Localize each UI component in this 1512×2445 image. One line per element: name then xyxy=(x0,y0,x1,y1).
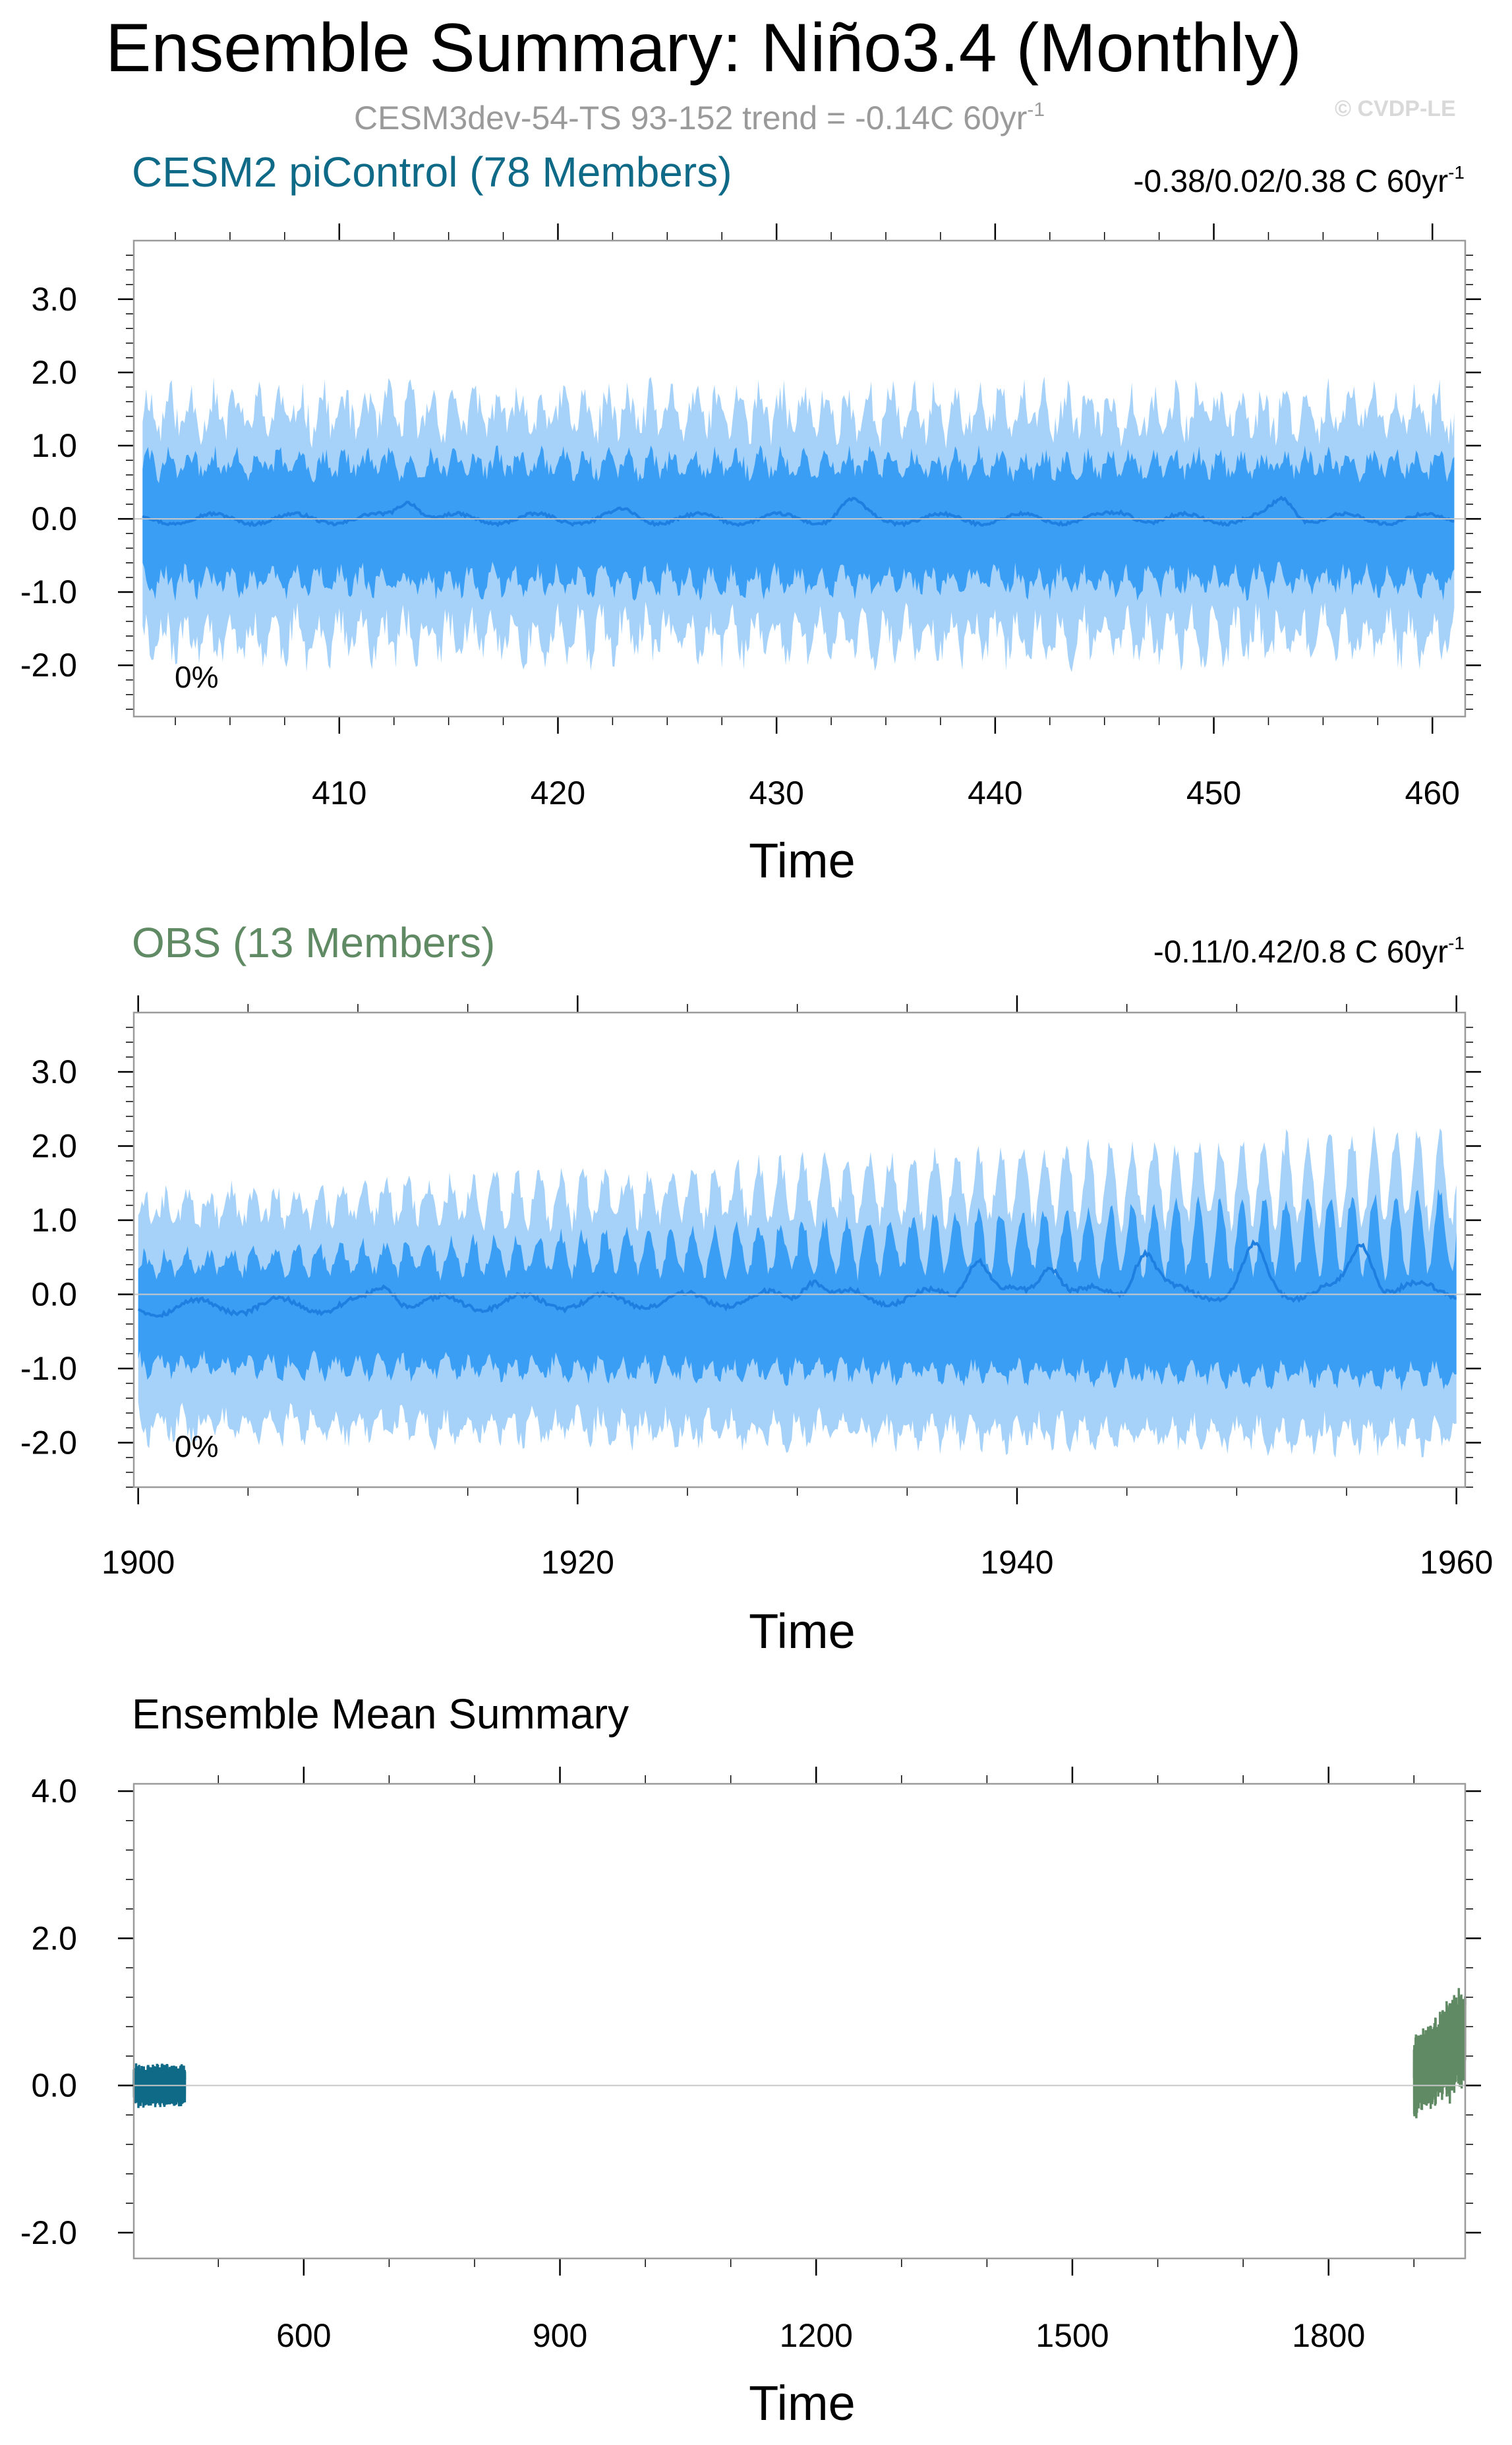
cesm-xtick-label: 410 xyxy=(312,775,366,811)
cesm-series-mean-line xyxy=(142,495,1455,528)
panel-cesm-pct-label: 0% xyxy=(175,660,218,694)
obs-ytick-label: 0.0 xyxy=(31,1276,77,1313)
cesm-xtick-label: 460 xyxy=(1405,775,1460,811)
panel-summary-xlabel: Time xyxy=(749,2376,856,2430)
panel-cesm-trend-sup: -1 xyxy=(1448,162,1465,183)
obs-xtick-label: 1940 xyxy=(980,1544,1053,1581)
panel-cesm: CESM2 piControl (78 Members) -0.38/0.02/… xyxy=(20,148,1481,888)
summary-xtick-label: 1500 xyxy=(1035,2317,1109,2354)
obs-ytick-label: 1.0 xyxy=(31,1202,77,1239)
obs-ytick-label: 3.0 xyxy=(31,1053,77,1090)
cesm-xtick-label: 420 xyxy=(531,775,585,811)
summary-xtick-label: 1800 xyxy=(1292,2317,1365,2354)
cesm-xtick-label: 440 xyxy=(968,775,1022,811)
panel-obs-trend-sup: -1 xyxy=(1448,933,1465,953)
cesm-frame xyxy=(132,239,1467,718)
panel-cesm-trend: -0.38/0.02/0.38 C 60yr-1 xyxy=(1133,162,1465,199)
cesm-series-inner-band xyxy=(142,445,1455,601)
cesm-ytick-label: 1.0 xyxy=(31,427,77,464)
summary-frame xyxy=(132,1782,1467,2260)
panel-obs-trend-text: -0.11/0.42/0.8 C 60yr xyxy=(1153,935,1448,970)
obs-series-inner-band xyxy=(138,1189,1457,1392)
cesm-ytick-label: -1.0 xyxy=(20,574,77,610)
summary-xtick-label: 900 xyxy=(533,2317,587,2354)
panel-obs: OBS (13 Members) -0.11/0.42/0.8 C 60yr-1… xyxy=(20,919,1493,1659)
obs-series-mean-line xyxy=(137,1239,1457,1318)
panel-obs-title: OBS (13 Members) xyxy=(132,919,495,966)
obs-ytick-label: 2.0 xyxy=(31,1128,77,1165)
figure-subtitle: CESM3dev-54-TS 93-152 trend = -0.14C 60y… xyxy=(354,99,1045,136)
obs-ytick-label: -1.0 xyxy=(20,1350,77,1387)
cesm-ytick-label: -2.0 xyxy=(20,647,77,684)
cesm-ytick-label: 2.0 xyxy=(31,354,77,391)
panel-cesm-title: CESM2 piControl (78 Members) xyxy=(132,148,732,196)
summary-ytick-label: 2.0 xyxy=(31,1920,77,1957)
figure-subtitle-text: CESM3dev-54-TS 93-152 trend = -0.14C 60y… xyxy=(354,100,1027,136)
obs-frame xyxy=(132,1011,1467,1488)
summary-ytick-label: -2.0 xyxy=(20,2214,77,2251)
summary-ytick-label: 0.0 xyxy=(31,2067,77,2104)
summary-series-obs-line xyxy=(1412,1988,1467,2119)
panel-obs-plot-area: 3.0 2.0 1.0 0.0 -1.0 -2.0 1900 1920 1940 1960 xyxy=(20,995,1493,1581)
panel-obs-trend: -0.11/0.42/0.8 C 60yr-1 xyxy=(1153,933,1465,970)
panel-cesm-xlabel: Time xyxy=(749,833,856,888)
panel-obs-pct-label: 0% xyxy=(175,1429,218,1463)
panel-cesm-trend-text: -0.38/0.02/0.38 C 60yr xyxy=(1133,164,1448,199)
summary-xtick-label: 600 xyxy=(276,2317,331,2354)
panel-obs-xlabel: Time xyxy=(749,1604,856,1659)
watermark: © CVDP-LE xyxy=(1335,96,1456,121)
summary-series-cesm-line xyxy=(132,2063,187,2108)
obs-xtick-label: 1960 xyxy=(1420,1544,1493,1581)
obs-xtick-label: 1920 xyxy=(541,1544,614,1581)
panel-cesm-plot-area: 3.0 2.0 1.0 0.0 -1.0 -2.0 410 420 430 440 450 460 xyxy=(20,223,1481,811)
cesm-xtick-label: 450 xyxy=(1186,775,1241,811)
panel-summary-plot-area: 4.0 2.0 0.0 -2.0 600 900 1200 1500 1800 xyxy=(20,1767,1481,2354)
panel-summary: Ensemble Mean Summary 4.0 2.0 0.0 -2.0 600 90… xyxy=(20,1690,1481,2430)
figure-subtitle-sup: -1 xyxy=(1027,99,1045,121)
figure-title: Ensemble Summary: Niño3.4 (Monthly) xyxy=(105,10,1302,86)
cesm-xtick-label: 430 xyxy=(749,775,803,811)
cesm-ytick-label: 0.0 xyxy=(31,500,77,537)
summary-ytick-label: 4.0 xyxy=(31,1773,77,1810)
obs-ytick-label: -2.0 xyxy=(20,1425,77,1461)
panel-summary-title: Ensemble Mean Summary xyxy=(132,1690,629,1738)
cesm-ytick-label: 3.0 xyxy=(31,281,77,318)
obs-xtick-label: 1900 xyxy=(102,1544,175,1581)
summary-xtick-label: 1200 xyxy=(780,2317,853,2354)
